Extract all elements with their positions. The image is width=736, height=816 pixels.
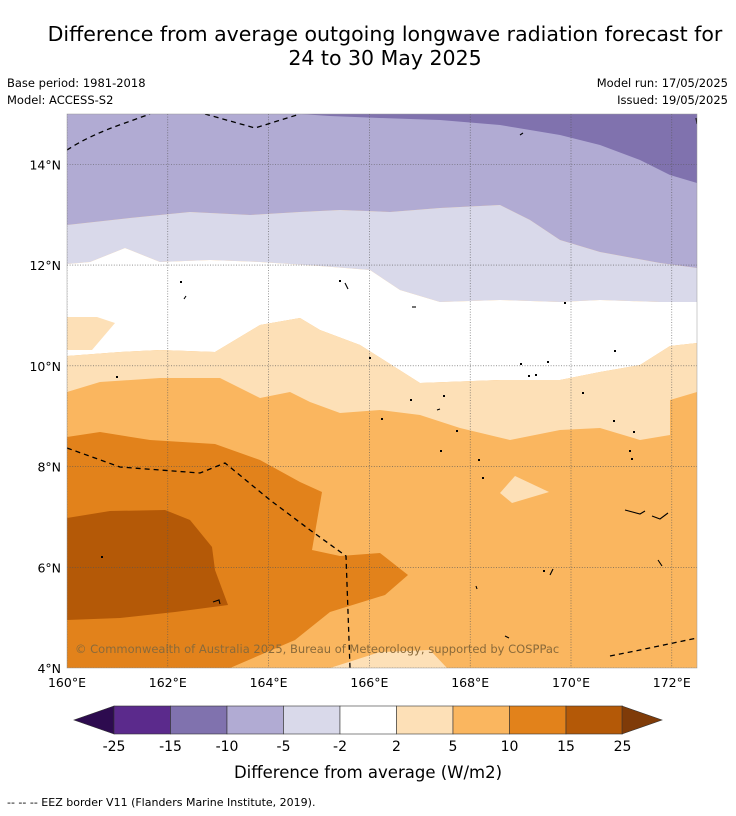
colorbar-boxes bbox=[113, 705, 623, 735]
copyright-notice: © Commonwealth of Australia 2025, Bureau… bbox=[75, 642, 559, 656]
anomaly-patch-2-5-west bbox=[67, 317, 115, 350]
chart-title: Difference from average outgoing longwav… bbox=[0, 22, 736, 70]
colorbar-swatch bbox=[113, 705, 171, 735]
title-line-2: 24 to 30 May 2025 bbox=[288, 46, 482, 70]
model-run: Model run: 17/05/2025 bbox=[596, 76, 728, 90]
colorbar-tick-label: -5 bbox=[277, 739, 291, 755]
colorbar-tick-label: 15 bbox=[557, 739, 575, 755]
colorbar-label: Difference from average (W/m2) bbox=[234, 763, 502, 782]
meta-left: Base period: 1981-2018 Model: ACCESS-S2 bbox=[7, 75, 146, 109]
colorbar-tick-label: -15 bbox=[159, 739, 182, 755]
lon-tick-label: 168°E bbox=[451, 675, 489, 690]
eez-legend-note: -- -- -- EEZ border V11 (Flanders Marine… bbox=[7, 796, 316, 809]
island-marks bbox=[183, 117, 697, 639]
colorbar-tick-label: 5 bbox=[449, 739, 458, 755]
colorbar-swatch bbox=[452, 705, 510, 735]
colorbar-tick-label: -10 bbox=[216, 739, 239, 755]
anomaly-patch-10-15-bottom bbox=[67, 650, 200, 668]
colorbar-swatch bbox=[283, 705, 341, 735]
lon-tick-label: 172°E bbox=[653, 675, 691, 690]
colorbar-tick-label: -2 bbox=[333, 739, 347, 755]
colorbar-tick-labels: -25 -15 -10 -5 -2 2 5 10 15 25 bbox=[103, 739, 632, 755]
lon-tick-label: 170°E bbox=[552, 675, 590, 690]
lat-tick-label: 4°N bbox=[37, 661, 61, 676]
lat-tick-label: 10°N bbox=[29, 359, 61, 374]
anomaly-band-minus2-2 bbox=[67, 248, 697, 383]
lon-tick-label: 162°E bbox=[149, 675, 187, 690]
colorbar-tick-label: -25 bbox=[103, 739, 126, 755]
map-frame bbox=[66, 113, 698, 669]
lat-tick-label: 12°N bbox=[29, 258, 61, 273]
lon-tick-label: 166°E bbox=[350, 675, 388, 690]
eez-border-lines bbox=[67, 114, 697, 668]
anomaly-band-15-25 bbox=[67, 510, 228, 620]
longitude-labels: 160°E 162°E 164°E 166°E 168°E 170°E 172°E bbox=[48, 675, 691, 690]
lat-tick-label: 6°N bbox=[37, 560, 61, 575]
colorbar-swatch bbox=[226, 705, 284, 735]
colorbar-swatch bbox=[339, 705, 397, 735]
lon-tick-label: 164°E bbox=[250, 675, 288, 690]
anomaly-patch-2-5-south bbox=[330, 650, 447, 668]
colorbar: -25 -15 -10 -5 -2 2 5 10 15 25 Difference from av… bbox=[73, 705, 663, 782]
lon-tick-label: 160°E bbox=[48, 675, 86, 690]
colorbar-under-arrow bbox=[73, 705, 115, 735]
colorbar-swatch bbox=[509, 705, 567, 735]
latitude-labels: 14°N 12°N 10°N 8°N 6°N 4°N bbox=[29, 157, 61, 676]
map-area: © Commonwealth of Australia 2025, Bureau… bbox=[67, 114, 697, 668]
anomaly-band-2-5 bbox=[67, 318, 697, 440]
anomaly-patch-2-5-east bbox=[500, 476, 549, 503]
meta-right: Model run: 17/05/2025 Issued: 19/05/2025 bbox=[597, 75, 728, 109]
title-line-1: Difference from average outgoing longwav… bbox=[47, 22, 723, 46]
anomaly-band-minus15-minus10 bbox=[300, 114, 697, 183]
colorbar-tick-label: 10 bbox=[501, 739, 519, 755]
colorbar-swatch bbox=[396, 705, 454, 735]
colorbar-over-arrow bbox=[621, 705, 663, 735]
anomaly-band-minus10-minus5 bbox=[67, 114, 697, 268]
colorbar-tick-label: 2 bbox=[392, 739, 401, 755]
colorbar-tick-label: 25 bbox=[614, 739, 632, 755]
model-name: Model: ACCESS-S2 bbox=[7, 93, 114, 107]
colorbar-swatch bbox=[565, 705, 623, 735]
colorbar-swatch bbox=[170, 705, 228, 735]
lat-tick-label: 8°N bbox=[37, 460, 61, 475]
lat-tick-label: 14°N bbox=[29, 157, 61, 172]
small-atoll-dots bbox=[101, 280, 635, 572]
issued-date: Issued: 19/05/2025 bbox=[617, 93, 728, 107]
anomaly-band-minus5-minus2 bbox=[67, 205, 697, 302]
gridlines bbox=[67, 114, 697, 668]
base-period: Base period: 1981-2018 bbox=[7, 76, 146, 90]
